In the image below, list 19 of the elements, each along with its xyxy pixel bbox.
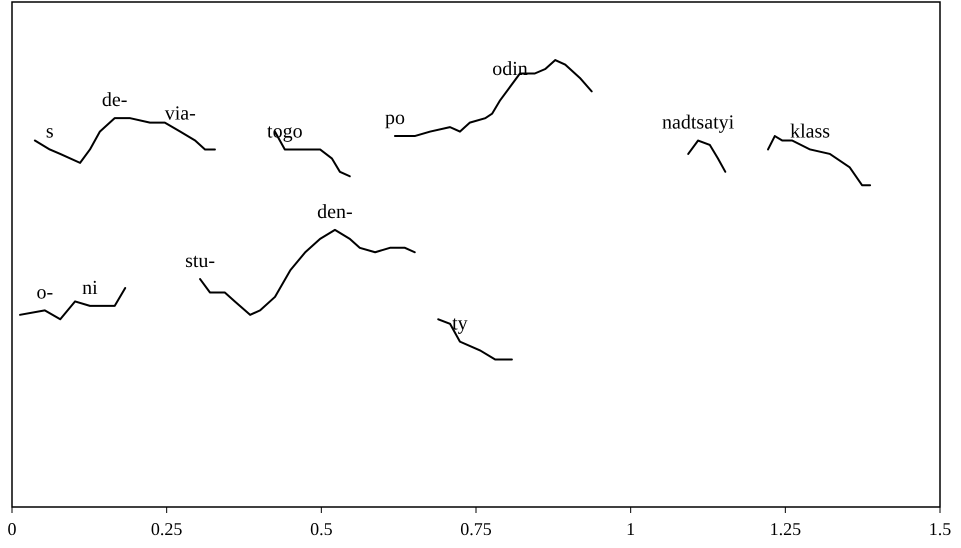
x-tick-label: 1.25 — [770, 519, 802, 539]
annotation: nadtsatyi — [662, 112, 735, 134]
annotation: o- — [36, 281, 54, 304]
annotation: ni — [82, 276, 98, 299]
annotation: de- — [102, 89, 128, 112]
annotation: klass — [790, 120, 830, 142]
x-tick-label: 0.5 — [310, 519, 333, 539]
annotation: via- — [164, 102, 196, 125]
x-tick-label: 0.25 — [150, 519, 182, 539]
annotation: ty — [452, 312, 468, 335]
x-tick-label: 1 — [626, 519, 636, 539]
annotation: stu- — [185, 250, 216, 272]
annotation: po — [384, 107, 405, 130]
x-tick-label: 0 — [8, 519, 16, 539]
annotation: s — [46, 120, 54, 142]
x-tick-label: 0.75 — [460, 519, 492, 539]
x-tick-label: 1.5 — [928, 519, 952, 539]
annotation: togo — [267, 120, 303, 142]
annotation: den- — [317, 200, 353, 223]
